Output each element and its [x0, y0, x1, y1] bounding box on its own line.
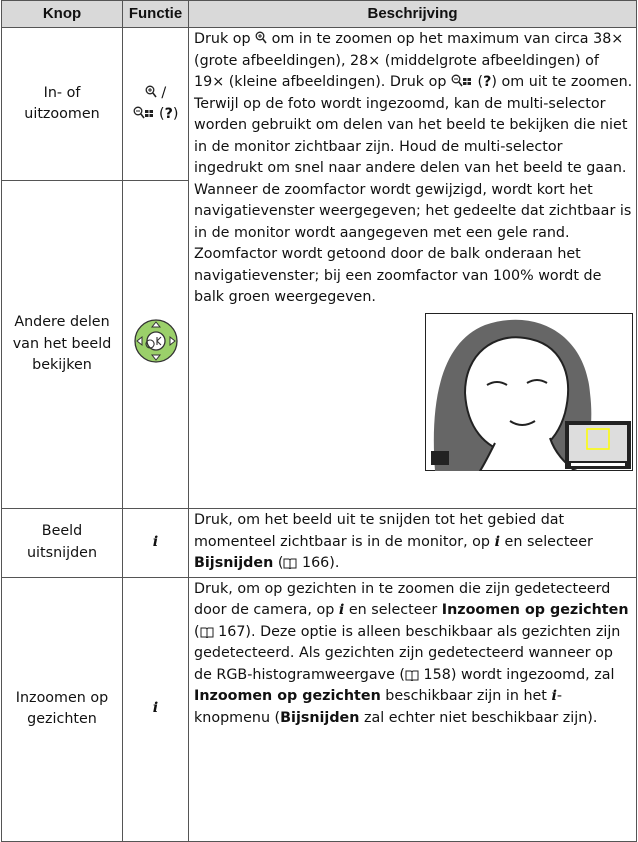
text: 166). — [297, 555, 340, 571]
bold-term: Inzoomen op gezichten — [194, 688, 381, 704]
multi-selector-icon — [133, 319, 178, 363]
text: ) om uit te zoomen. Terwijl op de foto w… — [194, 74, 633, 305]
row: Inzoomen op gezichten i Druk, om op gezi… — [1, 576, 637, 842]
zoom-out-icon — [133, 106, 153, 119]
description-cell: Druk, om op gezichten in te zoomen die z… — [188, 576, 637, 842]
i-glyph: i — [551, 688, 557, 704]
knop-cell: Beeld uitsnijden — [1, 508, 123, 578]
header-cell: Knop — [1, 0, 123, 28]
knop-cell: Inzoomen op gezichten — [1, 576, 123, 842]
row: Beeld uitsnijden i Druk, om het beeld ui… — [1, 508, 637, 578]
i-glyph: i — [494, 533, 500, 550]
book-icon — [283, 558, 297, 570]
paren: ( — [159, 106, 165, 122]
header-row: Knop Functie Beschrijving — [1, 0, 637, 28]
book-icon — [405, 670, 419, 682]
paren: ) — [172, 106, 179, 122]
text: Druk, om het beeld uit te snijden tot he… — [194, 512, 565, 550]
text: 167). Deze optie is alleen beschikbaar a… — [194, 623, 621, 683]
book-icon — [200, 627, 214, 639]
functie-cell: / (?) — [122, 27, 189, 181]
row: In- of uitzoomen / (?) Druk op om in te … — [1, 27, 637, 509]
text: zal echter niet beschikbaar zijn). — [359, 709, 598, 726]
header-cell: Functie — [122, 0, 189, 28]
zoom-illustration — [425, 312, 633, 472]
functie-cell — [122, 180, 189, 509]
text: om in te zoomen op het maximum van circa… — [194, 31, 624, 90]
text: 158) wordt ingezoomd, zal — [419, 666, 615, 683]
knop-cell: Andere delen van het beeld bekijken — [1, 180, 123, 509]
help-glyph: ? — [164, 106, 173, 122]
header-cell: Beschrijving — [188, 0, 637, 28]
i-glyph: i — [338, 602, 345, 618]
knop-cell: In- of uitzoomen — [1, 27, 123, 181]
text: ( — [273, 555, 284, 571]
bold-term: Inzoomen op gezichten — [441, 602, 629, 618]
text: ( — [194, 623, 200, 640]
help-glyph: ? — [483, 74, 492, 90]
description-cell: Druk op om in te zoomen op het maximum v… — [188, 27, 637, 509]
text: -knopmenu ( — [194, 688, 563, 726]
functie-cell: i — [122, 576, 189, 842]
text: Druk op — [194, 31, 256, 47]
zoom-in-icon — [255, 31, 267, 44]
separator: / — [156, 84, 167, 101]
text: ( — [473, 74, 484, 90]
description-cell: Druk, om het beeld uit te snijden tot he… — [188, 508, 637, 578]
text: Druk, om op gezichten in te zoomen die z… — [194, 580, 611, 619]
text: beschikbaar zijn in het — [380, 688, 552, 704]
text: en selecteer — [344, 602, 442, 618]
zoom-in-icon — [145, 85, 157, 97]
row: Andere delen van het beeld bekijken — [1, 180, 637, 509]
bold-term: Bijsnijden — [280, 709, 360, 726]
zoom-out-icon — [451, 74, 471, 87]
functie-cell: i — [122, 508, 189, 578]
bold-term: Bijsnijden — [194, 555, 274, 571]
text: en selecteer — [500, 533, 593, 550]
